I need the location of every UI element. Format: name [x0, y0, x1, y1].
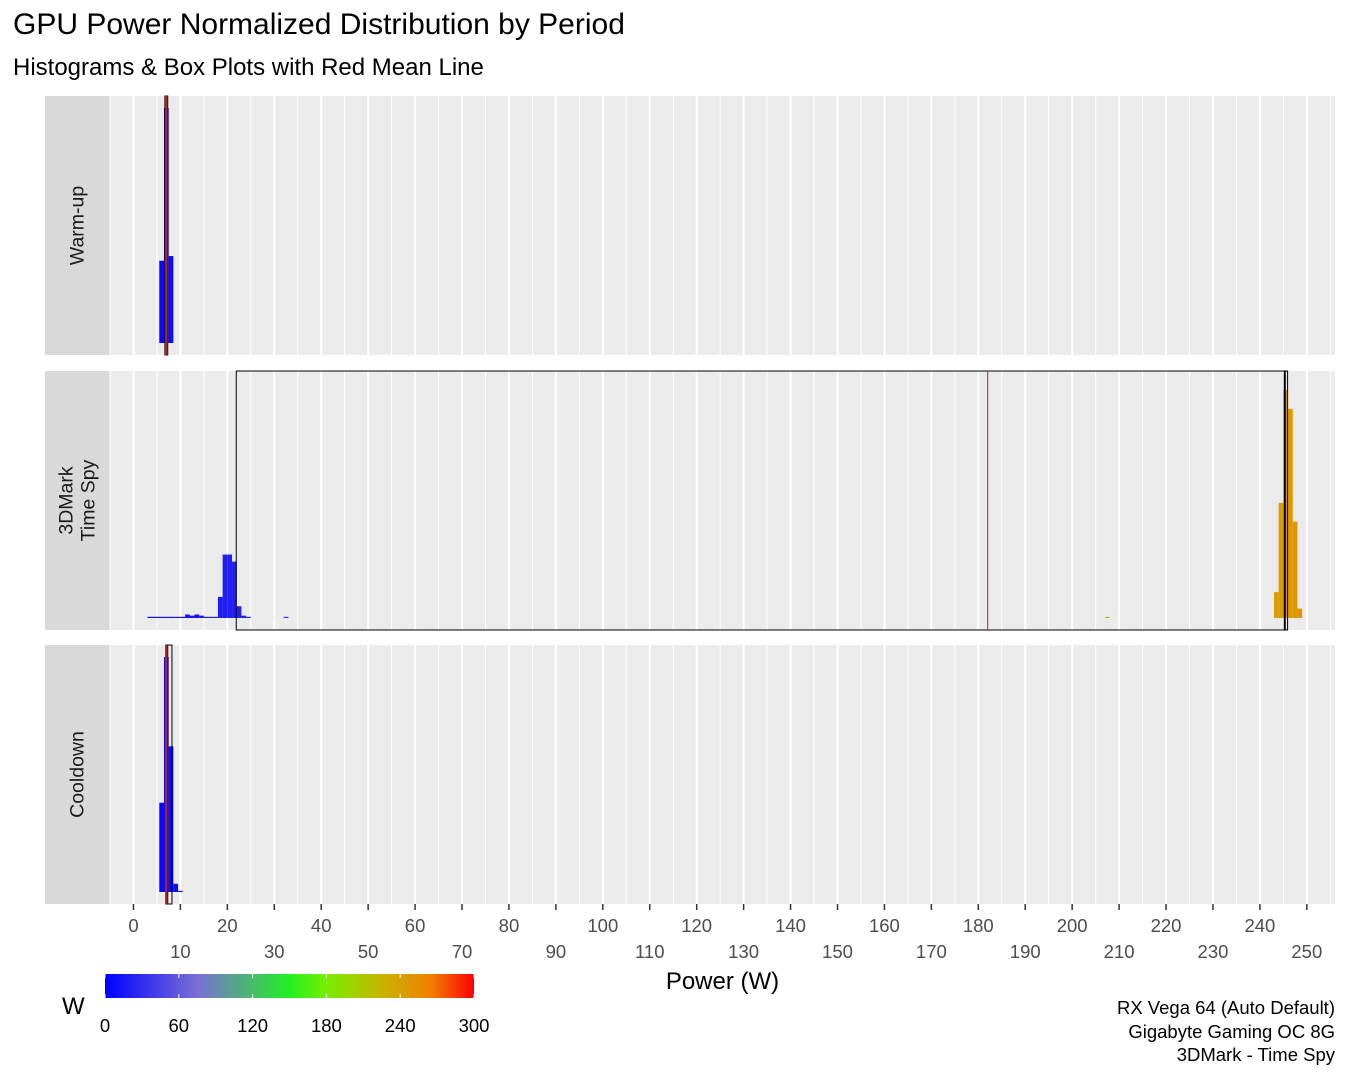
histogram-bar	[246, 616, 251, 618]
colorbar-tick-label: 60	[169, 1015, 190, 1036]
histogram-bar	[194, 614, 200, 618]
facet-label-2: 3DMarkTime Spy	[56, 459, 100, 541]
x-tick-label: 200	[1057, 915, 1088, 936]
x-tick-label: 70	[452, 941, 473, 962]
histogram-bar	[1288, 408, 1293, 618]
chart-subtitle: Histograms & Box Plots with Red Mean Lin…	[13, 54, 484, 81]
facet-label-line: Time Spy	[78, 459, 100, 541]
histogram-bar	[199, 615, 204, 618]
histogram-bar	[1273, 592, 1279, 618]
facet-label-line: 3DMark	[56, 466, 78, 535]
histogram-bar	[208, 616, 214, 618]
x-axis-title: Power (W)	[666, 968, 779, 995]
facet-label-1: Warm-up	[67, 186, 89, 266]
facet-strip-1	[45, 96, 110, 355]
x-tick-label: 150	[822, 941, 853, 962]
x-tick-label: 50	[358, 941, 379, 962]
x-tick-label: 0	[128, 915, 138, 936]
histogram-bar	[217, 596, 223, 618]
colorbar-title: W	[62, 993, 85, 1020]
histogram-bar	[213, 616, 218, 618]
histogram-bar	[171, 616, 176, 618]
x-tick-label: 140	[775, 915, 806, 936]
x-tick-label: 170	[916, 941, 947, 962]
histogram-bar	[222, 554, 228, 618]
x-tick-label: 210	[1104, 941, 1135, 962]
histogram-bar	[168, 746, 174, 892]
x-tick-label: 40	[311, 915, 332, 936]
x-tick-label: 250	[1291, 941, 1322, 962]
x-tick-label: 60	[405, 915, 426, 936]
histogram-bar	[152, 616, 157, 618]
histogram-bar	[1105, 616, 1110, 618]
histogram-bar	[161, 616, 167, 618]
histogram-bar	[156, 616, 162, 618]
x-tick-label: 80	[499, 915, 520, 936]
histogram-bar	[1297, 608, 1303, 618]
histogram-bar	[185, 614, 190, 618]
histogram-bar	[1278, 502, 1284, 618]
colorbar-tick-label: 240	[385, 1015, 416, 1036]
histogram-bar	[173, 883, 179, 892]
histogram-bar	[1292, 521, 1298, 618]
colorbar-tick-label: 300	[459, 1015, 490, 1036]
histogram-bar	[147, 616, 153, 618]
x-tick-label: 110	[635, 941, 665, 962]
colorbar-tick-label: 0	[100, 1015, 110, 1036]
box-iqr	[235, 370, 1289, 631]
facet-label-line: Cooldown	[67, 731, 89, 818]
chart-caption: RX Vega 64 (Auto Default) Gigabyte Gamin…	[1117, 996, 1335, 1067]
histogram-bar	[232, 561, 237, 618]
histogram-bar	[241, 615, 247, 618]
facet-label-line: Warm-up	[67, 186, 89, 266]
x-tick-label: 130	[728, 941, 759, 962]
histogram-bar	[178, 890, 183, 892]
x-tick-label: 10	[170, 941, 191, 962]
x-tick-label: 180	[963, 915, 994, 936]
x-tick-label: 100	[587, 915, 618, 936]
histogram-bar	[283, 616, 289, 618]
colorbar-tick-label: 180	[311, 1015, 342, 1036]
x-tick-label: 120	[681, 915, 712, 936]
histogram-bar	[189, 615, 195, 618]
facet-panel-2	[110, 371, 1335, 630]
facet-strip-2	[45, 371, 110, 630]
histogram-bar	[180, 616, 186, 618]
facet-strip-3	[45, 645, 110, 904]
caption-line-1: RX Vega 64 (Auto Default)	[1116, 997, 1335, 1018]
colorbar-tick-label: 120	[237, 1015, 268, 1036]
histogram-bar	[227, 554, 233, 618]
x-tick-label: 20	[217, 915, 238, 936]
facet-panel-3	[110, 645, 1335, 904]
caption-line-3: 3DMark - Time Spy	[1176, 1044, 1335, 1065]
x-tick-label: 160	[869, 915, 900, 936]
x-tick-label: 230	[1198, 941, 1229, 962]
facet-panel-1	[110, 96, 1335, 355]
histogram-bar	[159, 802, 164, 892]
x-tick-label: 240	[1244, 915, 1275, 936]
histogram-bar	[175, 616, 181, 618]
x-tick-label: 190	[1010, 941, 1041, 962]
caption-line-2: Gigabyte Gaming OC 8G	[1128, 1020, 1335, 1042]
colorbar	[105, 974, 474, 998]
facet-label-3: Cooldown	[67, 731, 89, 818]
x-tick-label: 90	[546, 941, 567, 962]
histogram-bar	[203, 616, 209, 618]
histogram-bar	[166, 616, 172, 618]
x-tick-label: 30	[264, 941, 285, 962]
histogram-bar	[159, 260, 164, 343]
histogram-bar	[236, 606, 242, 618]
histogram-bar	[168, 256, 174, 343]
chart-title: GPU Power Normalized Distribution by Per…	[13, 8, 625, 41]
x-tick-label: 220	[1151, 915, 1182, 936]
